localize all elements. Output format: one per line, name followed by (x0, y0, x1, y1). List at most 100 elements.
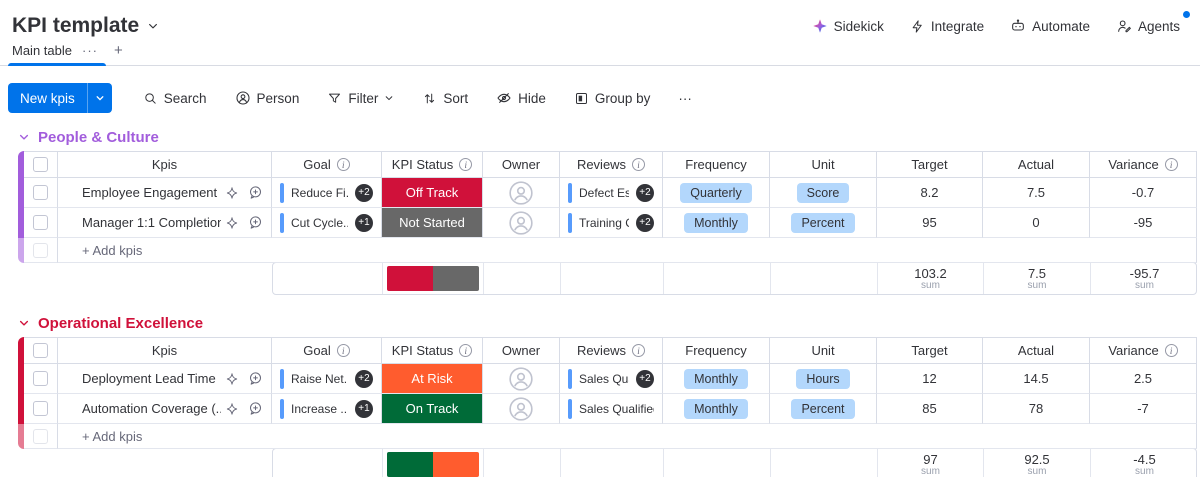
frequency-pill[interactable]: Monthly (684, 368, 748, 389)
status-distribution-battery[interactable] (387, 266, 479, 291)
column-header-owner[interactable]: Owner (483, 151, 560, 178)
info-icon[interactable]: i (459, 344, 473, 357)
unit-cell[interactable]: Score (770, 178, 877, 208)
actual-cell[interactable]: 7.5 (983, 178, 1090, 208)
add-update-bubble-icon[interactable] (248, 215, 263, 230)
column-header-actual[interactable]: Actual (983, 151, 1090, 178)
target-cell[interactable]: 8.2 (877, 178, 983, 208)
frequency-cell[interactable]: Monthly (663, 208, 770, 238)
unit-pill[interactable]: Hours (796, 368, 850, 389)
goal-cell[interactable]: Increase ... +1 (272, 394, 382, 424)
search-button[interactable]: Search (134, 85, 216, 112)
owner-cell[interactable] (483, 364, 560, 394)
group-by-button[interactable]: Group by (565, 85, 660, 112)
reviews-cell[interactable]: Training C... +2 (560, 208, 663, 238)
group-collapse-chevron-icon[interactable] (18, 131, 30, 143)
add-update-bubble-icon[interactable] (248, 401, 263, 416)
link-count-badge[interactable]: +2 (636, 213, 654, 232)
hide-button[interactable]: Hide (487, 84, 555, 112)
tab-menu-icon[interactable]: ··· (81, 43, 98, 58)
group-title[interactable]: People & Culture (18, 127, 1200, 147)
kpi-name-cell[interactable]: Employee Engagement ... (58, 178, 272, 208)
tab-main-table[interactable]: Main table ··· (8, 43, 106, 66)
sparkle-ai-icon[interactable] (225, 216, 239, 230)
unit-pill[interactable]: Score (796, 182, 850, 203)
frequency-cell[interactable]: Quarterly (663, 178, 770, 208)
info-icon[interactable]: i (1164, 158, 1178, 171)
variance-cell[interactable]: 2.5 (1090, 364, 1197, 394)
group-title[interactable]: Operational Excellence (18, 313, 1200, 333)
automate-button[interactable]: Automate (1010, 18, 1090, 34)
row-checkbox[interactable] (33, 185, 48, 200)
info-icon[interactable]: i (336, 158, 350, 171)
group-collapse-chevron-icon[interactable] (18, 317, 30, 329)
column-header-unit[interactable]: Unit (770, 337, 877, 364)
reviews-cell[interactable]: Sales Qualified... (560, 394, 663, 424)
board-title[interactable]: KPI template (12, 14, 159, 38)
select-all-checkbox[interactable] (33, 343, 48, 358)
kpi-name-cell[interactable]: Automation Coverage (... (58, 394, 272, 424)
agents-button[interactable]: Agents (1116, 18, 1180, 34)
frequency-cell[interactable]: Monthly (663, 394, 770, 424)
frequency-pill[interactable]: Monthly (684, 212, 748, 233)
link-count-badge[interactable]: +2 (355, 183, 373, 202)
kpi-name[interactable]: Manager 1:1 Completion ... (82, 215, 221, 230)
column-header-actual[interactable]: Actual (983, 337, 1090, 364)
unit-pill[interactable]: Percent (791, 398, 855, 419)
column-header-goal[interactable]: Goal i (272, 337, 382, 364)
column-header-reviews[interactable]: Reviews i (560, 151, 663, 178)
kpi-status-cell[interactable]: Not Started (382, 208, 483, 238)
person-filter-button[interactable]: Person (226, 84, 309, 112)
goal-cell[interactable]: Reduce Fi... +2 (272, 178, 382, 208)
group-title-text[interactable]: Operational Excellence (38, 314, 204, 332)
variance-cell[interactable]: -7 (1090, 394, 1197, 424)
status-distribution-battery[interactable] (387, 452, 479, 477)
target-cell[interactable]: 95 (877, 208, 983, 238)
actual-cell[interactable]: 78 (983, 394, 1090, 424)
link-count-badge[interactable]: +2 (355, 369, 373, 388)
toolbar-more-button[interactable]: ··· (678, 90, 692, 106)
column-header-target[interactable]: Target (877, 337, 983, 364)
frequency-pill[interactable]: Quarterly (680, 182, 752, 203)
frequency-cell[interactable]: Monthly (663, 364, 770, 394)
add-view-button[interactable]: + (113, 42, 123, 59)
kpi-name-cell[interactable]: Deployment Lead Time (58, 364, 272, 394)
new-item-split-button[interactable]: New kpis (8, 83, 112, 113)
add-item-row[interactable]: + Add kpis (58, 238, 1197, 263)
column-header-unit[interactable]: Unit (770, 151, 877, 178)
column-header-kpis[interactable]: Kpis (58, 337, 272, 364)
unit-cell[interactable]: Hours (770, 364, 877, 394)
unit-pill[interactable]: Percent (791, 212, 855, 233)
column-header-target[interactable]: Target (877, 151, 983, 178)
row-checkbox[interactable] (33, 401, 48, 416)
target-cell[interactable]: 85 (877, 394, 983, 424)
new-item-dropdown[interactable] (86, 83, 112, 113)
info-icon[interactable]: i (336, 344, 350, 357)
owner-cell[interactable] (483, 394, 560, 424)
actual-cell[interactable]: 14.5 (983, 364, 1090, 394)
column-header-status[interactable]: KPI Status i (382, 337, 483, 364)
goal-link-text[interactable]: Cut Cycle... (291, 215, 348, 230)
goal-link-text[interactable]: Raise Net... (291, 371, 348, 386)
owner-cell[interactable] (483, 178, 560, 208)
chevron-down-icon[interactable] (147, 20, 159, 32)
review-link-text[interactable]: Training C... (579, 215, 629, 230)
owner-avatar-placeholder-icon[interactable] (508, 210, 534, 236)
unit-cell[interactable]: Percent (770, 208, 877, 238)
link-count-badge[interactable]: +1 (355, 213, 373, 232)
column-header-owner[interactable]: Owner (483, 337, 560, 364)
reviews-cell[interactable]: Sales Qua... +2 (560, 364, 663, 394)
reviews-cell[interactable]: Defect Es... +2 (560, 178, 663, 208)
info-icon[interactable]: i (632, 344, 646, 357)
kpi-status-cell[interactable]: On Track (382, 394, 483, 424)
row-checkbox[interactable] (33, 371, 48, 386)
sparkle-ai-icon[interactable] (225, 372, 239, 386)
kpi-status-cell[interactable]: Off Track (382, 178, 483, 208)
column-header-variance[interactable]: Variance i (1090, 151, 1197, 178)
column-header-kpis[interactable]: Kpis (58, 151, 272, 178)
link-count-badge[interactable]: +2 (636, 183, 654, 202)
add-item-row[interactable]: + Add kpis (58, 424, 1197, 449)
column-header-goal[interactable]: Goal i (272, 151, 382, 178)
goal-link-text[interactable]: Reduce Fi... (291, 185, 348, 200)
add-update-bubble-icon[interactable] (248, 185, 263, 200)
